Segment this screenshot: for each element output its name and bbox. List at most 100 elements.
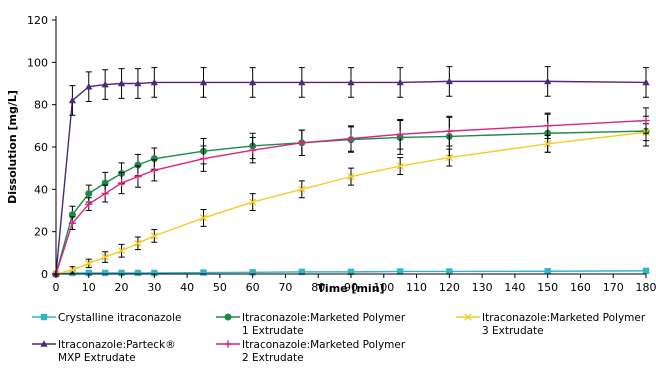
series-layer [52,66,650,278]
x-tick-label: 150 [537,281,558,294]
legend-swatch-marker [224,313,232,321]
data-point [101,189,109,198]
data-point [68,266,77,274]
data-point [134,161,142,169]
data-point [298,78,306,86]
x-tick-label: 60 [246,281,260,294]
data-point [85,82,93,90]
x-tick-label: 10 [82,281,96,294]
legend-swatch-marker [464,313,472,321]
data-point [543,140,552,148]
data-point [396,268,404,275]
data-point [134,239,142,248]
legend-label: 3 Extrudate [482,325,544,337]
data-point [85,269,92,277]
legend-swatch-marker [40,313,48,321]
data-point [134,79,142,87]
x-tick-label: 160 [570,281,591,294]
data-point [543,122,552,130]
data-point [445,153,454,162]
data-point [117,79,126,87]
legend-label: 2 Extrudate [242,352,304,364]
x-tick-label: 90 [344,281,358,294]
data-point [134,172,142,181]
data-point [298,268,306,276]
series-4 [52,66,650,277]
data-point [544,268,551,275]
data-point [85,259,93,268]
legend-swatch-marker [224,340,232,348]
series-3 [52,123,650,278]
data-point [347,172,355,181]
data-point [150,166,159,174]
data-point [200,269,207,276]
data-point [101,269,109,277]
data-point [347,268,355,276]
legend-swatch-marker [40,340,48,347]
x-tick-label: 140 [504,281,525,294]
x-tick-label: 30 [147,281,161,294]
data-point [396,162,404,170]
legend-label: MXP Extrudate [58,352,136,364]
data-point [68,96,76,104]
data-point [347,134,355,143]
legend-label: Itraconazole:Marketed Polymer [242,312,406,324]
series-5 [52,107,650,278]
data-point [396,130,404,138]
data-point [150,232,159,240]
data-point [150,155,158,163]
data-point [134,269,142,277]
data-point [544,77,552,85]
legend-item-4: Itraconazole:Parteck®MXP Extrudate [32,339,176,364]
y-tick-label: 40 [34,183,48,196]
legend-label: Itraconazole:Parteck® [58,339,176,351]
x-tick-label: 40 [180,281,194,294]
data-point [68,219,77,227]
y-tick-label: 120 [27,14,48,27]
data-point [248,198,257,206]
data-point [85,200,93,208]
data-point [642,78,650,86]
data-point [118,269,125,277]
x-tick-label: 50 [213,281,227,294]
x-tick-label: 20 [115,281,129,294]
data-point [298,185,306,194]
y-tick-label: 0 [41,268,48,281]
legend-label: 1 Extrudate [242,325,304,337]
data-point [117,179,126,187]
data-point [199,214,208,222]
data-point [117,247,126,255]
series-line [55,131,647,275]
axes-layer: 0 10 20 30 40 50 60 70 80 90 100 110 120 130 140 150 160… [27,14,656,294]
data-point [199,154,208,163]
y-axis-title: Dissolution [mg/L] [6,90,19,204]
x-tick-label: 180 [636,281,656,294]
data-point [445,127,454,135]
data-point [249,78,257,86]
data-point [101,253,109,261]
data-point [445,77,453,85]
data-point [642,116,650,125]
x-tick-label: 170 [603,281,624,294]
data-point [85,190,93,198]
legend-label: Itraconazole:Marketed Polymer [242,339,406,351]
data-point [101,80,109,88]
data-point [150,78,158,86]
x-tick-label: 80 [311,281,325,294]
y-tick-label: 20 [34,226,48,239]
data-point [151,269,158,277]
data-point [396,78,404,86]
x-tick-label: 100 [373,281,394,294]
y-tick-label: 100 [27,56,48,69]
x-tick-label: 0 [53,281,60,294]
legend: Crystalline itraconazole Itraconazole:Mar… [32,312,646,364]
legend-label: Crystalline itraconazole [58,312,181,324]
x-axis-title: Time [min] [317,282,384,295]
x-tick-label: 130 [472,281,493,294]
x-tick-label: 110 [406,281,427,294]
